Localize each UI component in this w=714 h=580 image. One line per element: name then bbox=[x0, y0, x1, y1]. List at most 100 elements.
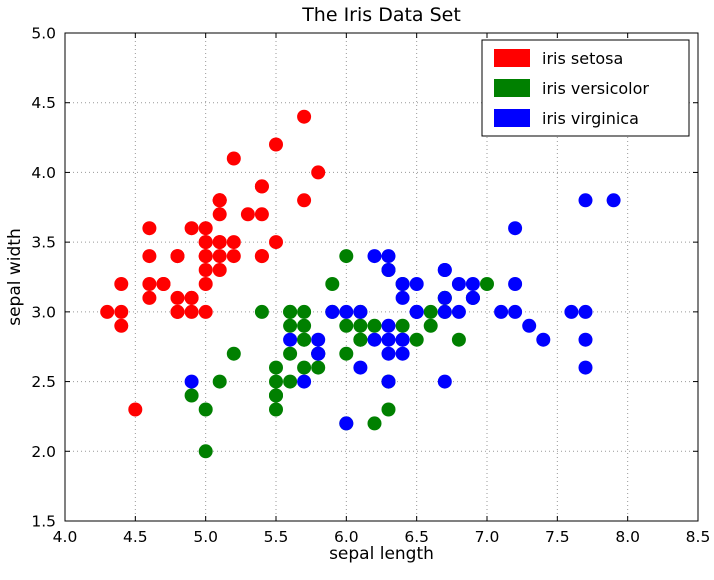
data-point-versicolor bbox=[198, 444, 213, 459]
data-point-setosa bbox=[226, 151, 241, 166]
data-point-versicolor bbox=[269, 402, 283, 417]
legend-patch-virginica bbox=[494, 109, 530, 127]
data-point-versicolor bbox=[480, 277, 494, 291]
data-point-virginica bbox=[578, 304, 593, 319]
data-point-setosa bbox=[269, 235, 283, 250]
data-point-setosa bbox=[184, 304, 199, 319]
legend-label-virginica: iris virginica bbox=[542, 109, 639, 128]
data-point-virginica bbox=[367, 249, 382, 264]
data-point-virginica bbox=[465, 277, 480, 291]
x-tick-label: 8.0 bbox=[615, 528, 640, 546]
data-point-versicolor bbox=[212, 374, 227, 389]
data-point-virginica bbox=[606, 193, 621, 208]
data-point-setosa bbox=[311, 165, 326, 180]
data-point-versicolor bbox=[381, 402, 396, 417]
data-point-versicolor bbox=[269, 374, 283, 389]
data-point-setosa bbox=[142, 290, 157, 305]
y-axis-label: sepal width bbox=[5, 228, 25, 326]
y-tick-label: 4.5 bbox=[31, 94, 56, 112]
data-point-setosa bbox=[226, 235, 241, 250]
y-tick-label: 3.5 bbox=[31, 234, 56, 252]
data-point-setosa bbox=[297, 193, 312, 208]
data-point-virginica bbox=[494, 304, 509, 319]
data-point-setosa bbox=[269, 137, 283, 152]
data-point-versicolor bbox=[325, 277, 340, 291]
data-point-setosa bbox=[297, 109, 312, 124]
data-point-virginica bbox=[508, 304, 523, 319]
x-tick-label: 8.5 bbox=[686, 528, 711, 546]
data-point-versicolor bbox=[367, 318, 382, 333]
data-point-versicolor bbox=[395, 318, 410, 333]
data-point-virginica bbox=[381, 346, 396, 361]
data-point-versicolor bbox=[226, 346, 241, 361]
data-point-setosa bbox=[240, 207, 255, 222]
data-point-versicolor bbox=[269, 388, 283, 403]
data-point-versicolor bbox=[423, 304, 438, 319]
y-tick-label: 5.0 bbox=[31, 25, 56, 43]
data-point-setosa bbox=[198, 304, 213, 319]
legend-patch-setosa bbox=[494, 49, 530, 67]
data-point-setosa bbox=[142, 249, 157, 264]
data-point-setosa bbox=[100, 304, 115, 319]
data-point-virginica bbox=[508, 277, 523, 291]
data-point-setosa bbox=[212, 249, 227, 264]
legend-label-versicolor: iris versicolor bbox=[542, 79, 649, 98]
data-point-setosa bbox=[198, 263, 213, 277]
y-tick-label: 4.0 bbox=[31, 164, 56, 182]
data-point-virginica bbox=[367, 332, 382, 347]
data-point-versicolor bbox=[451, 332, 466, 347]
data-point-virginica bbox=[578, 193, 593, 208]
data-point-versicolor bbox=[283, 374, 298, 389]
data-point-setosa bbox=[184, 290, 199, 305]
data-point-setosa bbox=[198, 221, 213, 236]
data-point-setosa bbox=[226, 249, 241, 264]
x-tick-label: 5.5 bbox=[264, 528, 289, 546]
data-point-setosa bbox=[184, 221, 199, 236]
data-point-setosa bbox=[156, 277, 171, 291]
data-point-versicolor bbox=[283, 304, 298, 319]
data-point-setosa bbox=[254, 179, 269, 194]
data-point-virginica bbox=[325, 304, 340, 319]
data-point-virginica bbox=[409, 304, 424, 319]
data-point-virginica bbox=[451, 277, 466, 291]
x-tick-label: 4.0 bbox=[53, 528, 78, 546]
data-point-setosa bbox=[170, 304, 185, 319]
data-point-virginica bbox=[283, 332, 298, 347]
data-point-versicolor bbox=[423, 318, 438, 333]
x-tick-label: 6.0 bbox=[334, 528, 359, 546]
data-point-setosa bbox=[142, 277, 157, 291]
data-point-versicolor bbox=[409, 332, 424, 347]
data-point-virginica bbox=[381, 332, 396, 347]
data-point-setosa bbox=[142, 221, 157, 236]
data-point-virginica bbox=[564, 304, 579, 319]
data-point-virginica bbox=[353, 360, 368, 375]
x-tick-label: 7.0 bbox=[475, 528, 500, 546]
data-point-virginica bbox=[381, 318, 396, 333]
legend-patch-versicolor bbox=[494, 79, 530, 97]
axes-frame bbox=[64, 32, 699, 522]
legend: iris setosa iris versicolor iris virginica bbox=[481, 39, 690, 137]
data-point-versicolor bbox=[297, 332, 312, 347]
data-point-virginica bbox=[395, 346, 410, 361]
data-point-setosa bbox=[114, 304, 129, 319]
data-point-virginica bbox=[311, 346, 326, 361]
data-point-virginica bbox=[465, 290, 480, 305]
data-point-virginica bbox=[536, 332, 551, 347]
y-tick-label: 1.5 bbox=[31, 513, 56, 531]
y-tick-label: 2.0 bbox=[31, 443, 56, 461]
data-point-virginica bbox=[409, 277, 424, 291]
data-point-virginica bbox=[339, 304, 354, 319]
data-point-versicolor bbox=[353, 332, 368, 347]
data-point-virginica bbox=[451, 304, 466, 319]
x-axis-label: sepal length bbox=[329, 544, 434, 564]
data-point-versicolor bbox=[283, 318, 298, 333]
data-point-versicolor bbox=[339, 346, 354, 361]
y-tick-label: 3.0 bbox=[31, 303, 56, 321]
data-point-virginica bbox=[395, 277, 410, 291]
data-point-virginica bbox=[578, 360, 593, 375]
data-point-versicolor bbox=[297, 360, 312, 375]
data-point-setosa bbox=[212, 263, 227, 277]
data-point-virginica bbox=[578, 332, 593, 347]
